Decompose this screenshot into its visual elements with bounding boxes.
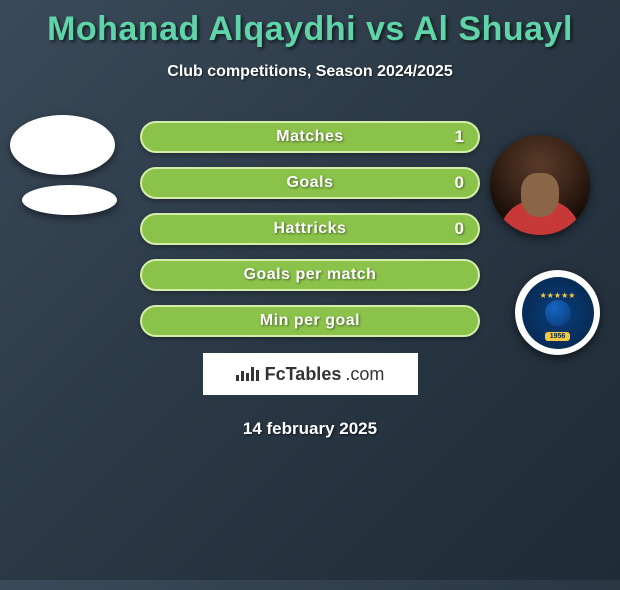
brand-suffix: .com — [345, 364, 384, 385]
stat-value-right: 0 — [455, 219, 464, 239]
stats-section: Matches 1 Goals 0 Hattricks 0 Goals per … — [0, 121, 620, 337]
stat-pill: Hattricks 0 — [140, 213, 480, 245]
page-title: Mohanad Alqaydhi vs Al Shuayl — [0, 10, 620, 49]
stat-row-goals-per-match: Goals per match — [0, 259, 620, 291]
stat-pill: Matches 1 — [140, 121, 480, 153]
brand-box: FcTables.com — [203, 353, 418, 395]
stat-label: Goals per match — [244, 266, 377, 284]
stat-pill: Goals 0 — [140, 167, 480, 199]
stat-label: Matches — [276, 128, 344, 146]
stat-row-matches: Matches 1 — [0, 121, 620, 153]
date: 14 february 2025 — [0, 419, 620, 439]
subtitle: Club competitions, Season 2024/2025 — [0, 63, 620, 81]
bar-chart-icon — [236, 367, 259, 381]
stat-pill: Min per goal — [140, 305, 480, 337]
stat-row-goals: Goals 0 — [0, 167, 620, 199]
brand-name: FcTables — [265, 364, 342, 385]
stat-row-min-per-goal: Min per goal — [0, 305, 620, 337]
stat-value-right: 1 — [455, 127, 464, 147]
stat-label: Goals — [287, 174, 334, 192]
stat-label: Min per goal — [260, 312, 360, 330]
stat-pill: Goals per match — [140, 259, 480, 291]
stat-label: Hattricks — [274, 220, 347, 238]
stat-value-right: 0 — [455, 173, 464, 193]
stat-row-hattricks: Hattricks 0 — [0, 213, 620, 245]
